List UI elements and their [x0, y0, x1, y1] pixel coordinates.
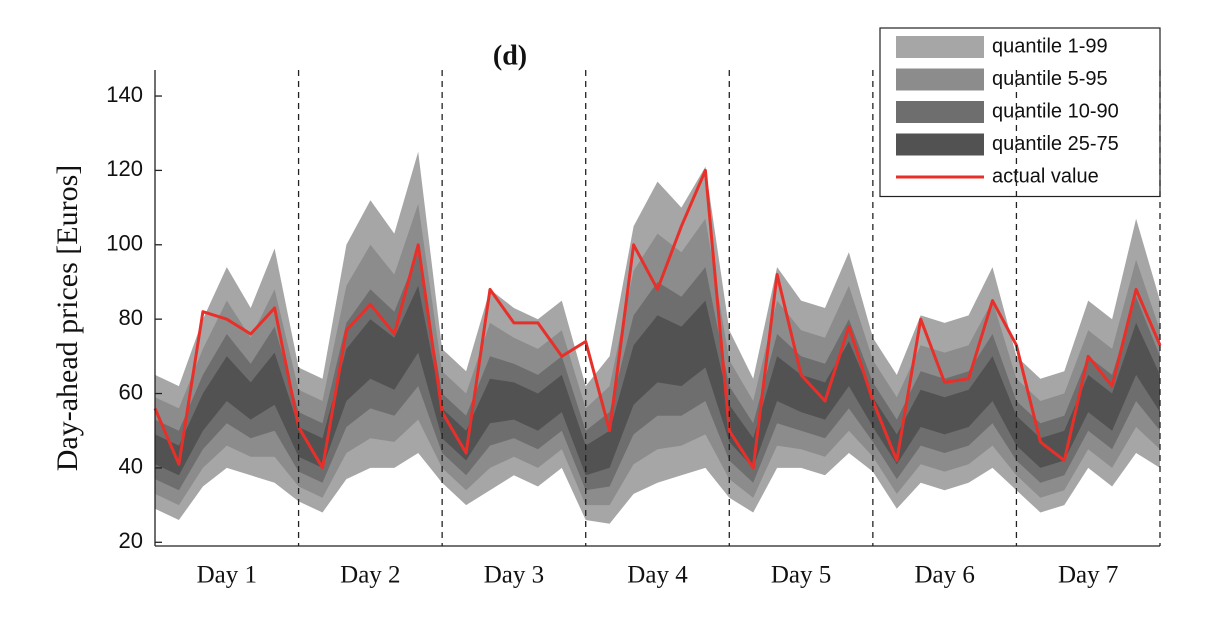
- x-tick-label: Day 1: [197, 562, 257, 589]
- actual-line: [153, 168, 1162, 470]
- legend-label: quantile 5-95: [992, 68, 1108, 90]
- x-tick-label: Day 5: [771, 562, 831, 589]
- y-tick-label: 120: [106, 156, 143, 181]
- legend-swatch: [896, 101, 984, 123]
- y-tick-label: 20: [119, 528, 143, 553]
- y-axis-label: Day-ahead prices [Euros]: [51, 165, 84, 472]
- x-tick-label: Day 2: [340, 562, 400, 589]
- x-tick-label: Day 6: [914, 562, 974, 589]
- legend-label: actual value: [992, 165, 1099, 187]
- legend-swatch: [896, 133, 984, 156]
- legend-label: quantile 25-75: [992, 133, 1119, 155]
- y-tick-label: 140: [106, 82, 143, 107]
- y-tick-label: 80: [119, 305, 143, 330]
- legend-swatch: [896, 68, 984, 91]
- x-tick-label: Day 7: [1058, 562, 1118, 589]
- legend-swatch: [896, 36, 984, 58]
- legend-label: quantile 10-90: [992, 100, 1119, 122]
- x-tick-label: Day 3: [484, 562, 544, 589]
- x-tick-label: Day 4: [627, 562, 688, 589]
- plot-area: [153, 151, 1162, 524]
- chart-title: (d): [493, 40, 527, 71]
- legend-label: quantile 1-99: [992, 35, 1108, 57]
- legend: quantile 1-99 quantile 5-95 quantile 10-90…: [879, 27, 1161, 198]
- quantile-band: [155, 285, 1160, 476]
- y-tick-label: 40: [119, 454, 143, 479]
- y-tick-label: 100: [106, 231, 143, 256]
- y-tick-label: 60: [119, 379, 143, 404]
